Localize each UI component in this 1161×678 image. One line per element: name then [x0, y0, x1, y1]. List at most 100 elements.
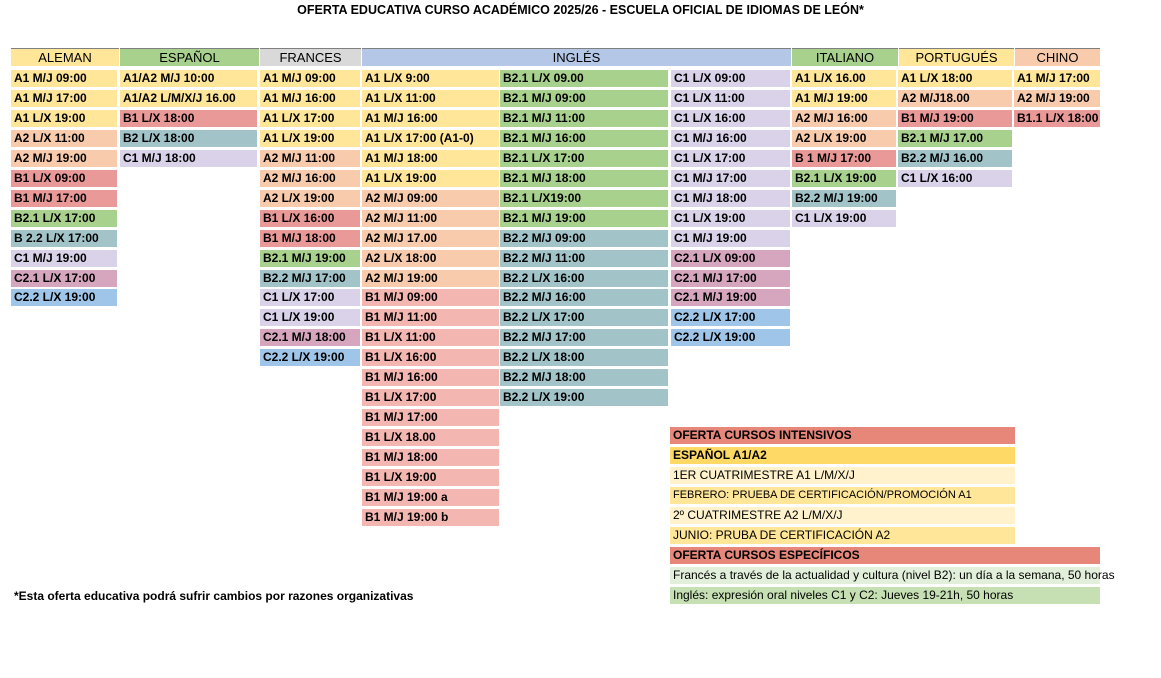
course-slot-ingles_1: B1 L/X 16:00 [362, 349, 499, 367]
course-slot-ingles_3: C1 L/X 16:00 [671, 109, 790, 127]
course-slot-ingles_2: B2.2 L/X 19:00 [500, 389, 668, 407]
course-slot-ingles_1: A2 M/J 19:00 [362, 269, 499, 287]
language-header: PORTUGUÉS [899, 48, 1014, 66]
course-slot-espanol: B1 L/X 18:00 [120, 109, 257, 127]
course-slot-portugues: C1 L/X 16:00 [898, 169, 1012, 187]
course-slot-frances: C1 L/X 17:00 [260, 289, 360, 307]
course-slot-frances: C1 L/X 19:00 [260, 309, 360, 327]
intensive-row: 2º CUATRIMESTRE A2 L/M/X/J [670, 507, 1015, 524]
course-slot-frances: B2.2 M/J 17:00 [260, 269, 360, 287]
course-slot-aleman: B 2.2 L/X 17:00 [11, 229, 117, 247]
course-slot-ingles_3: C2.1 M/J 19:00 [671, 289, 790, 307]
intensive-row: FEBRERO: PRUEBA DE CERTIFICACIÓN/PROMOCI… [670, 487, 1015, 504]
course-slot-ingles_1: B1 M/J 16:00 [362, 369, 499, 387]
course-slot-ingles_1: A2 L/X 18:00 [362, 249, 499, 267]
course-slot-portugues: B2.1 M/J 17.00 [898, 129, 1012, 147]
course-slot-ingles_1: B1 M/J 18:00 [362, 449, 499, 467]
course-slot-ingles_1: B1 L/X 11:00 [362, 329, 499, 347]
course-slot-aleman: A1 M/J 09:00 [11, 70, 117, 87]
course-slot-aleman: B1 L/X 09:00 [11, 169, 117, 187]
course-slot-ingles_2: B2.2 M/J 18:00 [500, 369, 668, 387]
course-slot-ingles_3: C2.2 L/X 19:00 [671, 329, 790, 347]
course-slot-ingles_3: C2.2 L/X 17:00 [671, 309, 790, 327]
course-slot-ingles_1: A2 M/J 11:00 [362, 209, 499, 227]
course-slot-portugues: B2.2 M/J 16.00 [898, 149, 1012, 167]
course-slot-aleman: C2.1 L/X 17:00 [11, 269, 117, 287]
course-slot-ingles_3: C1 L/X 19:00 [671, 209, 790, 227]
course-slot-italiano: A2 M/J 16:00 [792, 109, 896, 127]
course-slot-frances: C2.1 M/J 18:00 [260, 329, 360, 347]
course-slot-frances: B1 L/X 16:00 [260, 209, 360, 227]
course-slot-aleman: C2.2 L/X 19:00 [11, 289, 117, 307]
course-slot-frances: A2 M/J 11:00 [260, 149, 360, 167]
language-header: FRANCES [260, 48, 361, 66]
course-slot-ingles_2: B2.2 L/X 17:00 [500, 309, 668, 327]
course-slot-italiano: C1 L/X 19:00 [792, 209, 896, 227]
course-slot-ingles_1: A2 M/J 09:00 [362, 189, 499, 207]
intensive-subheader: ESPAÑOL A1/A2 [670, 447, 1015, 464]
course-slot-frances: A2 M/J 16:00 [260, 169, 360, 187]
course-slot-ingles_3: C1 L/X 17:00 [671, 149, 790, 167]
course-slot-frances: B2.1 M/J 19:00 [260, 249, 360, 267]
course-slot-espanol: C1 M/J 18:00 [120, 149, 257, 167]
course-slot-frances: C2.2 L/X 19:00 [260, 349, 360, 367]
course-slot-aleman: A2 M/J 19:00 [11, 149, 117, 167]
course-slot-ingles_1: A1 L/X 9:00 [362, 70, 499, 87]
course-slot-ingles_3: C1 M/J 18:00 [671, 189, 790, 207]
course-slot-aleman: B2.1 L/X 17:00 [11, 209, 117, 227]
intensive-header: OFERTA CURSOS INTENSIVOS [670, 427, 1015, 444]
course-slot-ingles_3: C1 L/X 11:00 [671, 89, 790, 107]
course-slot-ingles_1: A1 M/J 18:00 [362, 149, 499, 167]
course-slot-italiano: B 1 M/J 17:00 [792, 149, 896, 167]
course-slot-chino: B1.1 L/X 18:00 [1014, 109, 1100, 127]
course-slot-ingles_2: B2.1 M/J 11:00 [500, 109, 668, 127]
course-slot-ingles_3: C1 L/X 09:00 [671, 70, 790, 87]
course-slot-ingles_2: B2.2 M/J 17:00 [500, 329, 668, 347]
course-slot-italiano: A1 M/J 19:00 [792, 89, 896, 107]
language-header: ALEMAN [11, 48, 119, 66]
course-slot-aleman: B1 M/J 17:00 [11, 189, 117, 207]
course-slot-italiano: B2.1 L/X 19:00 [792, 169, 896, 187]
course-slot-ingles_2: B2.1 L/X 17:00 [500, 149, 668, 167]
course-slot-frances: A1 M/J 09:00 [260, 70, 360, 87]
course-slot-ingles_2: B2.1 M/J 09:00 [500, 89, 668, 107]
course-slot-ingles_1: B1 L/X 18.00 [362, 429, 499, 447]
course-slot-ingles_2: B2.2 L/X 18:00 [500, 349, 668, 367]
course-slot-chino: A2 M/J 19:00 [1014, 89, 1100, 107]
specific-row: Francés a través de la actualidad y cult… [670, 567, 1115, 584]
course-slot-aleman: A2 L/X 11:00 [11, 129, 117, 147]
course-slot-frances: A1 M/J 16:00 [260, 89, 360, 107]
course-slot-frances: A2 L/X 19:00 [260, 189, 360, 207]
language-header: ESPAÑOL [120, 48, 259, 66]
course-slot-ingles_1: B1 M/J 09:00 [362, 289, 499, 307]
course-slot-ingles_1: B1 L/X 19:00 [362, 469, 499, 486]
course-slot-ingles_2: B2.1 M/J 18:00 [500, 169, 668, 187]
course-slot-ingles_1: B1 M/J 17:00 [362, 409, 499, 427]
footnote: *Esta oferta educativa podrá sufrir camb… [14, 589, 414, 603]
course-slot-ingles_2: B2.1 M/J 19:00 [500, 209, 668, 227]
course-slot-ingles_2: B2.1 L/X19:00 [500, 189, 668, 207]
course-slot-frances: B1 M/J 18:00 [260, 229, 360, 247]
course-slot-italiano: A1 L/X 16.00 [792, 70, 896, 87]
course-slot-espanol: A1/A2 L/M/X/J 16.00 [120, 89, 257, 107]
course-slot-italiano: A2 L/X 19:00 [792, 129, 896, 147]
specific-row: Inglés: expresión oral niveles C1 y C2: … [670, 587, 1100, 604]
course-slot-ingles_3: C1 M/J 16:00 [671, 129, 790, 147]
course-slot-espanol: A1/A2 M/J 10:00 [120, 70, 257, 87]
course-slot-aleman: A1 L/X 19:00 [11, 109, 117, 127]
specific-header: OFERTA CURSOS ESPECÍFICOS [670, 547, 1100, 564]
course-slot-ingles_2: B2.1 L/X 09.00 [500, 70, 668, 87]
language-header: ITALIANO [792, 48, 898, 66]
course-slot-ingles_1: A1 L/X 11:00 [362, 89, 499, 107]
course-slot-ingles_3: C1 M/J 17:00 [671, 169, 790, 187]
course-slot-ingles_1: A1 M/J 16:00 [362, 109, 499, 127]
language-header: CHINO [1015, 48, 1100, 66]
intensive-row: JUNIO: PRUBA DE CERTIFICACIÓN A2 [670, 527, 1015, 544]
page-title: OFERTA EDUCATIVA CURSO ACADÉMICO 2025/26… [297, 3, 864, 17]
course-slot-ingles_1: A2 M/J 17.00 [362, 229, 499, 247]
course-slot-portugues: A2 M/J18.00 [898, 89, 1012, 107]
course-slot-ingles_2: B2.1 M/J 16:00 [500, 129, 668, 147]
course-slot-ingles_2: B2.2 M/J 16:00 [500, 289, 668, 307]
course-slot-ingles_1: A1 L/X 19:00 [362, 169, 499, 187]
course-slot-ingles_2: B2.2 M/J 11:00 [500, 249, 668, 267]
